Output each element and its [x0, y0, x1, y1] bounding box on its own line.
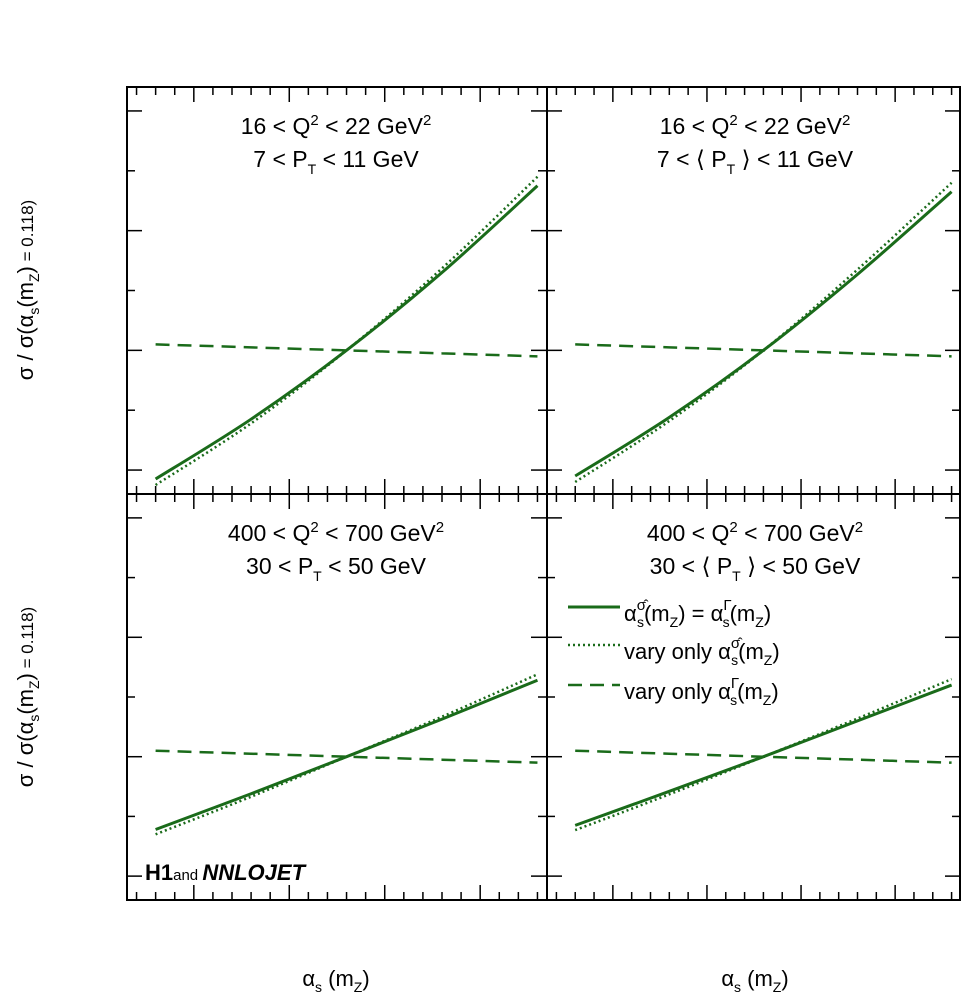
- pt-range-label: 30 < PT < 50 GeV: [246, 553, 427, 584]
- q2-range-label: 400 < Q2 < 700 GeV2: [228, 519, 444, 546]
- q2-range-label: 400 < Q2 < 700 GeV2: [647, 519, 863, 546]
- y-axis-label-group: σ / σ(αs(mZ) = 0.118): [13, 200, 42, 380]
- series-line-dotted-panel-3: [155, 673, 538, 836]
- curves: [154, 175, 953, 836]
- series-line-dotted-panel-1: [154, 175, 539, 487]
- logo-text: H1and NNLOJET: [145, 860, 307, 885]
- y-axis-label: σ / σ(αs(mZ) = 0.118): [13, 607, 42, 787]
- series-line-solid-panel-1: [154, 184, 539, 481]
- legend-label-solid: ασ̂ s(mZ) = αΓ s(mZ): [624, 597, 771, 630]
- series-line-dotted-panel-2: [574, 181, 953, 484]
- legend: ασ̂ s(mZ) = αΓ s(mZ) vary only ασ̂ s(mZ) vary…: [568, 597, 780, 708]
- texts: 16 < Q2 < 22 GeV2 7 < PT < 11 GeV 16 < Q2 …: [13, 112, 863, 995]
- pt-range-label: 7 < ⟨ PT ⟩ < 11 GeV: [657, 146, 854, 177]
- pt-range-label: 7 < PT < 11 GeV: [253, 146, 419, 177]
- series-line-dashed-panel-1: [155, 343, 538, 358]
- pt-range-label: 30 < ⟨ PT ⟩ < 50 GeV: [650, 553, 861, 584]
- series-line-solid-panel-3: [155, 678, 539, 831]
- x-axis-label: αs (mZ): [721, 966, 788, 995]
- series-line-dashed-panel-3: [155, 749, 538, 764]
- series-line-dashed-panel-2: [575, 343, 952, 358]
- legend-label-dotted: vary only ασ̂ s(mZ): [624, 635, 780, 668]
- y-axis-label-group: σ / σ(αs(mZ) = 0.118): [13, 607, 42, 787]
- x-axis-label: αs (mZ): [302, 966, 369, 995]
- q2-range-label: 16 < Q2 < 22 GeV2: [660, 112, 851, 139]
- y-axis-label: σ / σ(αs(mZ) = 0.118): [13, 200, 42, 380]
- axis-ticks: [127, 87, 960, 900]
- q2-range-label: 16 < Q2 < 22 GeV2: [241, 112, 432, 139]
- panel-frames: [126, 86, 961, 901]
- series-line-dotted-panel-4: [574, 677, 953, 832]
- series-line-dashed-panel-4: [575, 749, 952, 764]
- legend-label-dashed: vary only αΓ s(mZ): [624, 675, 779, 708]
